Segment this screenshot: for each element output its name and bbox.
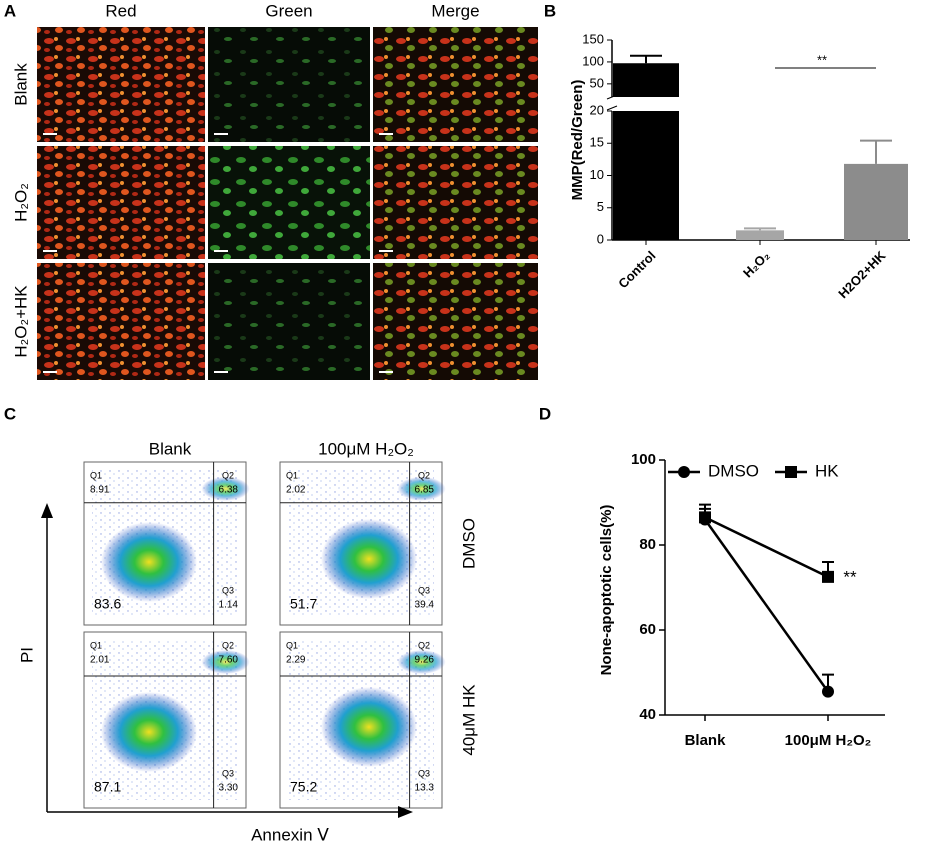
column-title: Green xyxy=(265,1,312,20)
quadrant-value: 39.4 xyxy=(415,600,435,611)
quadrant-name: Q1 xyxy=(286,470,298,480)
panel-letter: D xyxy=(539,404,551,423)
quadrant-name: Q2 xyxy=(222,640,234,650)
y-tick-label: 15 xyxy=(590,135,604,150)
bar xyxy=(613,63,679,97)
x-tick-label: Control xyxy=(615,248,658,291)
micrograph xyxy=(37,263,205,380)
y-tick-label: 100 xyxy=(582,53,604,68)
panel-letter: C xyxy=(4,404,16,423)
bar xyxy=(613,111,679,240)
micrograph xyxy=(208,146,370,259)
marker xyxy=(699,511,711,524)
legend-label: HK xyxy=(815,461,839,480)
marker xyxy=(822,570,834,583)
row-label: H₂O₂+HK xyxy=(11,285,30,358)
quadrant-name: Q1 xyxy=(286,640,298,650)
x-tick-label: 100μM H₂O₂ xyxy=(785,732,872,749)
arrow-head xyxy=(41,503,53,518)
x-tick-label: Blank xyxy=(685,732,727,749)
column-title: 100μM H₂O₂ xyxy=(318,439,414,458)
row-label: Blank xyxy=(11,63,30,106)
marker xyxy=(822,685,834,698)
cell-cluster xyxy=(321,687,417,767)
micrograph xyxy=(373,263,538,380)
cell-cluster xyxy=(101,692,197,772)
bar xyxy=(736,230,784,240)
cell-cluster xyxy=(101,522,197,602)
quadrant-name: Q1 xyxy=(90,470,102,480)
quadrant-value: 75.2 xyxy=(290,779,317,795)
quadrant-value: 2.29 xyxy=(286,655,306,666)
quadrant-value: 6.85 xyxy=(415,485,435,496)
micrograph xyxy=(373,27,538,142)
quadrant-name: Q1 xyxy=(90,640,102,650)
micrograph xyxy=(373,146,538,259)
quadrant-name: Q2 xyxy=(418,640,430,650)
series-line xyxy=(704,516,829,579)
y-tick-label: 5 xyxy=(597,199,604,214)
micrograph xyxy=(208,27,370,142)
quadrant-value: 8.91 xyxy=(90,485,110,496)
quadrant-value: 3.30 xyxy=(219,783,239,794)
bar xyxy=(844,163,908,240)
quadrant-value: 83.6 xyxy=(94,596,121,612)
x-tick-label: H₂O₂ xyxy=(740,248,773,281)
panels: A Red Green Merge Blank H₂O₂ H₂O₂+HK B 0 5 10 15 20 5… xyxy=(4,1,910,844)
quadrant-value: 6.38 xyxy=(219,485,239,496)
panel-letter: B xyxy=(544,1,556,20)
quadrant-name: Q2 xyxy=(418,470,430,480)
quadrant-value: 9.26 xyxy=(415,655,435,666)
quadrant-value: 2.02 xyxy=(286,485,306,496)
y-tick-label: 60 xyxy=(639,621,656,638)
axis-break xyxy=(606,105,618,111)
quadrant-value: 87.1 xyxy=(94,779,121,795)
row-label: H₂O₂ xyxy=(11,183,30,222)
panel-letter: A xyxy=(4,1,16,20)
quadrant-name: Q2 xyxy=(222,470,234,480)
y-tick-label: 50 xyxy=(590,75,604,90)
y-tick-label: 100 xyxy=(631,451,656,468)
series-line xyxy=(703,518,830,693)
micrograph xyxy=(208,263,370,380)
x-axis-label: Annexin Ⅴ xyxy=(251,825,329,844)
quadrant-name: Q3 xyxy=(222,585,234,595)
quadrant-name: Q3 xyxy=(222,768,234,778)
quadrant-value: 51.7 xyxy=(290,596,317,612)
y-tick-label: 0 xyxy=(597,231,604,246)
quadrant-value: 7.60 xyxy=(219,655,239,666)
y-tick-label: 40 xyxy=(639,706,656,723)
row-label: 40μM HK xyxy=(459,684,478,756)
x-tick-label: H2O2+HK xyxy=(835,248,889,302)
micrograph xyxy=(37,146,205,259)
micrograph xyxy=(37,27,205,142)
column-title: Merge xyxy=(431,1,479,20)
y-axis-label: PI xyxy=(17,647,36,663)
quadrant-value: 1.14 xyxy=(219,600,239,611)
quadrant-value: 2.01 xyxy=(90,655,110,666)
y-tick-label: 10 xyxy=(590,167,604,182)
y-tick-label: 80 xyxy=(639,536,656,553)
row-label: DMSO xyxy=(459,518,478,569)
y-axis-label: None-apoptotic cells(%) xyxy=(598,505,615,676)
y-axis-label: MMP(Red/Green) xyxy=(569,80,586,201)
column-title: Red xyxy=(105,1,136,20)
arrow-head xyxy=(398,806,413,818)
cell-cluster xyxy=(321,519,417,599)
y-tick-label: 20 xyxy=(590,102,604,117)
marker xyxy=(785,466,797,478)
annotation: ** xyxy=(817,52,827,67)
quadrant-name: Q3 xyxy=(418,585,430,595)
annotation: ** xyxy=(843,567,857,586)
y-tick-label: 150 xyxy=(582,31,604,46)
quadrant-value: 13.3 xyxy=(415,783,435,794)
quadrant-name: Q3 xyxy=(418,768,430,778)
legend-label: DMSO xyxy=(708,461,759,480)
marker xyxy=(678,466,690,478)
column-title: Blank xyxy=(149,439,192,458)
